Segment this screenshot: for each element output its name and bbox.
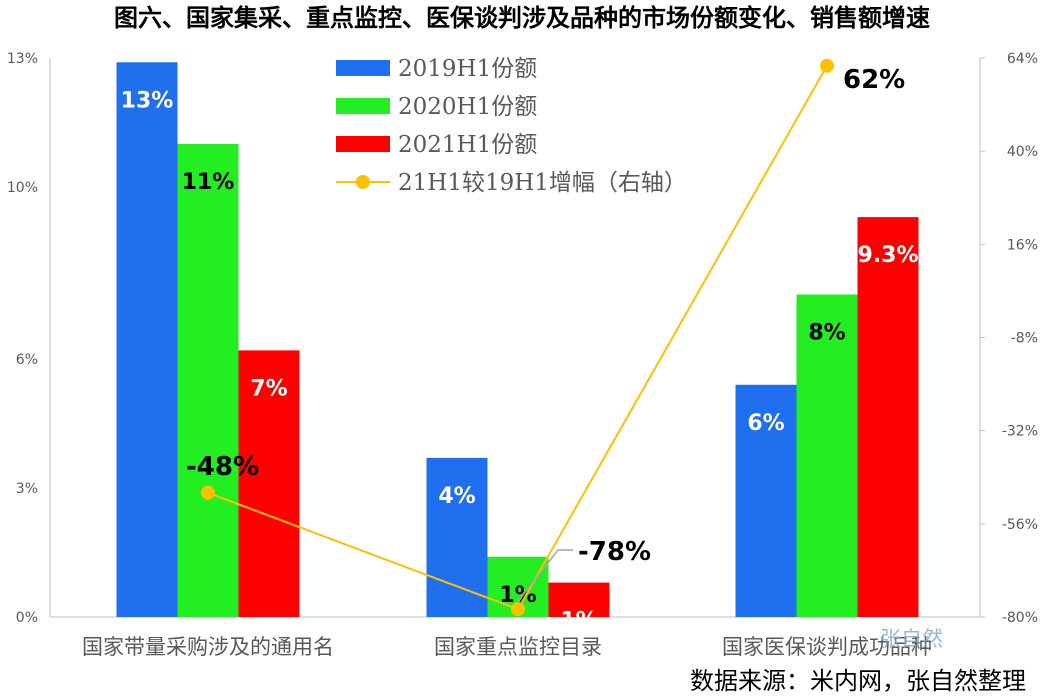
y-left-tick-label: 3%	[16, 481, 38, 497]
watermark: 张自然	[880, 627, 943, 651]
legend-label: 21H1较19H1增幅（右轴）	[398, 170, 687, 196]
growth-data-label: 62%	[843, 65, 905, 95]
y-right-tick-labels: -80% -56% -32% -8% 16% 40% 64%	[980, 51, 1038, 626]
bar-data-label: 9.3%	[857, 243, 918, 268]
category-label: 国家带量采购涉及的通用名	[82, 635, 334, 659]
y-left-tick-label: 13%	[7, 51, 38, 67]
bars: 13%4%6%11%1%8%7%1%9.3%	[116, 62, 919, 634]
y-left-tick-label: 10%	[7, 180, 38, 196]
legend-swatch	[336, 136, 390, 152]
legend: 2019H1份额 2020H1份额 2021H1份额 21H1较19H1增幅（右轴）	[336, 56, 687, 196]
y-right-tick-label: -80%	[1002, 610, 1038, 626]
bar	[735, 384, 797, 617]
growth-data-label: -78%	[578, 537, 651, 567]
growth-line-series: -48% -78% 62%	[186, 58, 905, 617]
bar-data-label: 7%	[250, 376, 287, 401]
bar	[857, 217, 919, 617]
legend-label: 2021H1份额	[398, 132, 537, 158]
y-right-tick-label: 64%	[1007, 51, 1038, 67]
bar-data-label: 1%	[560, 609, 597, 634]
category-labels: 国家带量采购涉及的通用名 国家重点监控目录 国家医保谈判成功品种	[82, 635, 932, 659]
category-label: 国家重点监控目录	[434, 635, 602, 659]
y-right-tick-label: -8%	[1011, 331, 1038, 347]
y-left-tick-label: 0%	[16, 610, 38, 626]
y-right-tick-label: -32%	[1002, 424, 1038, 440]
y-right-tick-label: -56%	[1002, 517, 1038, 533]
y-right-tick-label: 40%	[1007, 144, 1038, 160]
legend-marker	[356, 175, 370, 189]
bar	[796, 294, 858, 617]
legend-label: 2020H1份额	[398, 94, 537, 120]
bar-data-label: 13%	[121, 88, 174, 113]
leader-line	[517, 549, 573, 602]
y-left-tick-label: 6%	[16, 352, 38, 368]
bar-data-label: 8%	[808, 321, 845, 346]
chart-title: 图六、国家集采、重点监控、医保谈判涉及品种的市场份额变化、销售额增速	[114, 4, 930, 32]
bar-data-label: 11%	[182, 170, 235, 195]
growth-point	[820, 58, 834, 73]
bar	[177, 144, 239, 617]
bar-data-label: 4%	[438, 484, 475, 509]
bar	[116, 62, 178, 618]
category-label: 国家医保谈判成功品种	[722, 635, 932, 659]
y-right-tick-label: 16%	[1007, 237, 1038, 253]
bar	[548, 582, 610, 617]
bar	[238, 350, 300, 617]
growth-data-label: -48%	[186, 452, 259, 482]
legend-label: 2019H1份额	[398, 56, 537, 82]
y-left-tick-labels: 0% 3% 6% 10% 13%	[7, 51, 38, 626]
source-note: 数据来源：米内网，张自然整理	[690, 667, 1026, 695]
legend-swatch	[336, 98, 390, 114]
legend-swatch	[336, 60, 390, 76]
bar-data-label: 6%	[747, 411, 784, 436]
growth-point	[511, 602, 525, 617]
bar	[426, 457, 488, 617]
growth-point	[201, 485, 215, 500]
